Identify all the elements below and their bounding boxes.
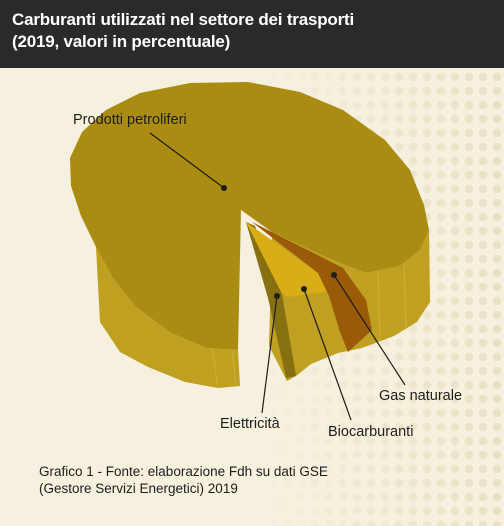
leader-line-elettricita (261, 295, 278, 414)
side-shading-streak (403, 261, 407, 331)
caption-line2: (Gestore Servizi Energetici) 2019 (39, 481, 238, 496)
slice-label-biocarburanti: Biocarburanti (328, 424, 413, 440)
leader-line-biocarburanti (303, 288, 352, 421)
leader-dot-elettricita (274, 293, 280, 299)
chart-title-line1: Carburanti utilizzati nel settore dei tr… (12, 10, 354, 29)
pie-slice-elettricita (246, 222, 296, 378)
pie-slice-prodotti-petroliferi (70, 82, 429, 350)
caption-line1: Grafico 1 - Fonte: elaborazione Fdh su d… (39, 464, 328, 479)
leader-line-gas-naturale (333, 274, 406, 386)
slice-label-gas-naturale: Gas naturale (379, 388, 462, 404)
title-band (0, 0, 504, 68)
leader-dot-prodotti-petroliferi (221, 185, 227, 191)
side-shading-streak (377, 270, 381, 343)
leader-line-prodotti-petroliferi (149, 132, 225, 189)
figure-caption: Grafico 1 - Fonte: elaborazione Fdh su d… (39, 463, 479, 497)
leader-dot-biocarburanti (301, 286, 307, 292)
chart-title-line2: (2019, valori in percentuale) (12, 32, 231, 51)
pie-slice-gas-naturale (252, 222, 372, 352)
pie-slice-biocarburanti (246, 222, 327, 297)
chart-title: Carburanti utilizzati nel settore dei tr… (12, 9, 482, 53)
side-shading-streak (211, 347, 219, 389)
slice-label-elettricita: Elettricità (220, 416, 281, 432)
pie-slice-side-prodotti-petroliferi (96, 247, 240, 388)
slice-label-prodotti-petroliferi: Prodotti petroliferi (73, 112, 187, 128)
side-shading-streak (231, 349, 237, 388)
leader-dot-gas-naturale (331, 272, 337, 278)
